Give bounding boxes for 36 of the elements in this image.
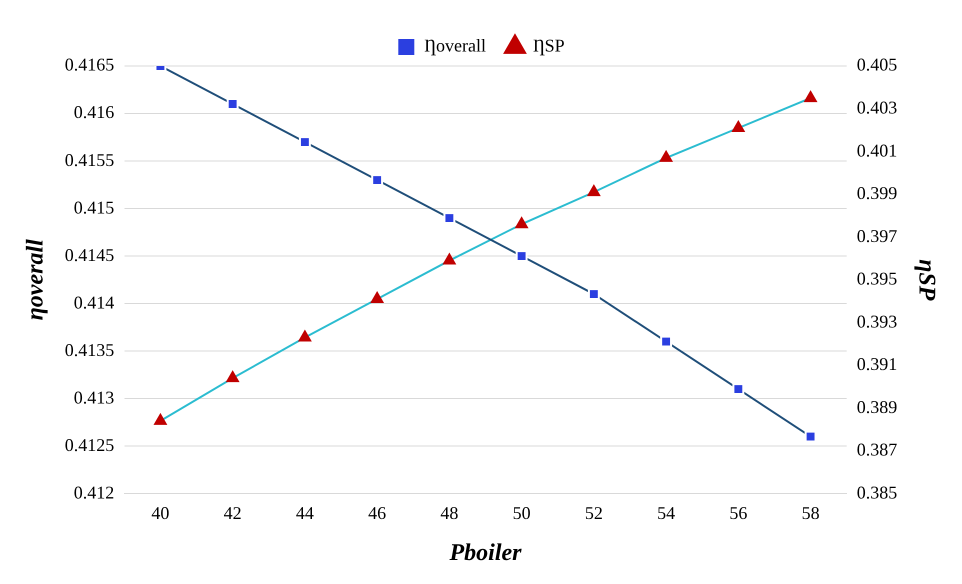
x-tick-label: 44 bbox=[296, 503, 314, 524]
y2-tick-label: 0.403 bbox=[856, 97, 898, 118]
y-tick-label: 0.4125 bbox=[64, 434, 114, 455]
y2-tick-label: 0.395 bbox=[856, 268, 898, 289]
x-axis-title: Pboiler bbox=[448, 540, 522, 566]
x-tick-label: 46 bbox=[368, 503, 386, 524]
y2-tick-label: 0.389 bbox=[856, 396, 898, 417]
y-tick-label: 0.415 bbox=[74, 197, 114, 218]
y2-tick-label: 0.399 bbox=[856, 183, 898, 204]
y2-tick-label: 0.393 bbox=[856, 311, 898, 332]
legend-label: Ƞoverall bbox=[424, 36, 486, 56]
y2-tick-label: 0.391 bbox=[856, 354, 898, 374]
y2-tick-label: 0.397 bbox=[856, 226, 898, 246]
y2-tick-label: 0.401 bbox=[856, 140, 898, 160]
x-tick-label: 40 bbox=[151, 503, 170, 524]
y2-tick-label: 0.387 bbox=[856, 440, 898, 460]
y-tick-label: 0.414 bbox=[74, 292, 114, 312]
x-tick-label: 56 bbox=[729, 503, 748, 524]
y-tick-label: 0.413 bbox=[74, 387, 114, 408]
y-axis-title: ηoverall bbox=[22, 238, 49, 320]
y2-axis-title: ηSP bbox=[913, 259, 940, 301]
y-tick-label: 0.4165 bbox=[64, 54, 114, 75]
y-tick-label: 0.4135 bbox=[64, 340, 114, 360]
legend-label: ȠSP bbox=[532, 36, 565, 56]
y2-tick-label: 0.385 bbox=[856, 482, 898, 502]
y-tick-label: 0.4155 bbox=[64, 150, 114, 170]
x-tick-label: 50 bbox=[512, 503, 531, 524]
y2-tick-label: 0.405 bbox=[856, 54, 898, 75]
x-tick-label: 52 bbox=[584, 503, 603, 524]
x-tick-label: 48 bbox=[440, 503, 458, 524]
x-tick-label: 42 bbox=[224, 503, 242, 524]
y-tick-label: 0.412 bbox=[74, 482, 114, 502]
y-tick-label: 0.4145 bbox=[64, 244, 114, 265]
y-tick-label: 0.416 bbox=[74, 102, 114, 122]
x-tick-label: 58 bbox=[802, 503, 820, 524]
x-tick-label: 54 bbox=[657, 503, 676, 524]
